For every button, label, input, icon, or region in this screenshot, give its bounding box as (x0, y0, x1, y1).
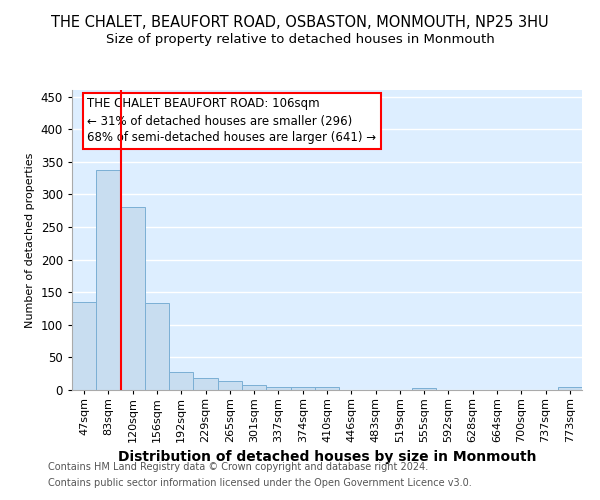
Bar (193, 378, 218, 390)
Bar (242, 385, 266, 390)
Bar (218, 381, 242, 390)
Bar (121, 208, 145, 390)
Text: Contains HM Land Registry data © Crown copyright and database right 2024.: Contains HM Land Registry data © Crown c… (48, 462, 428, 472)
Bar (315, 388, 339, 390)
Bar (266, 386, 290, 390)
Bar (558, 388, 582, 390)
Bar (96, 170, 121, 390)
Text: THE CHALET, BEAUFORT ROAD, OSBASTON, MONMOUTH, NP25 3HU: THE CHALET, BEAUFORT ROAD, OSBASTON, MON… (51, 15, 549, 30)
X-axis label: Distribution of detached houses by size in Monmouth: Distribution of detached houses by size … (118, 450, 536, 464)
Bar (145, 304, 169, 390)
Bar (72, 302, 96, 390)
Bar (412, 388, 436, 390)
Text: Size of property relative to detached houses in Monmouth: Size of property relative to detached ho… (106, 32, 494, 46)
Bar (290, 388, 315, 390)
Y-axis label: Number of detached properties: Number of detached properties (25, 152, 35, 328)
Bar (169, 372, 193, 390)
Text: THE CHALET BEAUFORT ROAD: 106sqm
← 31% of detached houses are smaller (296)
68% : THE CHALET BEAUFORT ROAD: 106sqm ← 31% o… (88, 98, 376, 144)
Text: Contains public sector information licensed under the Open Government Licence v3: Contains public sector information licen… (48, 478, 472, 488)
